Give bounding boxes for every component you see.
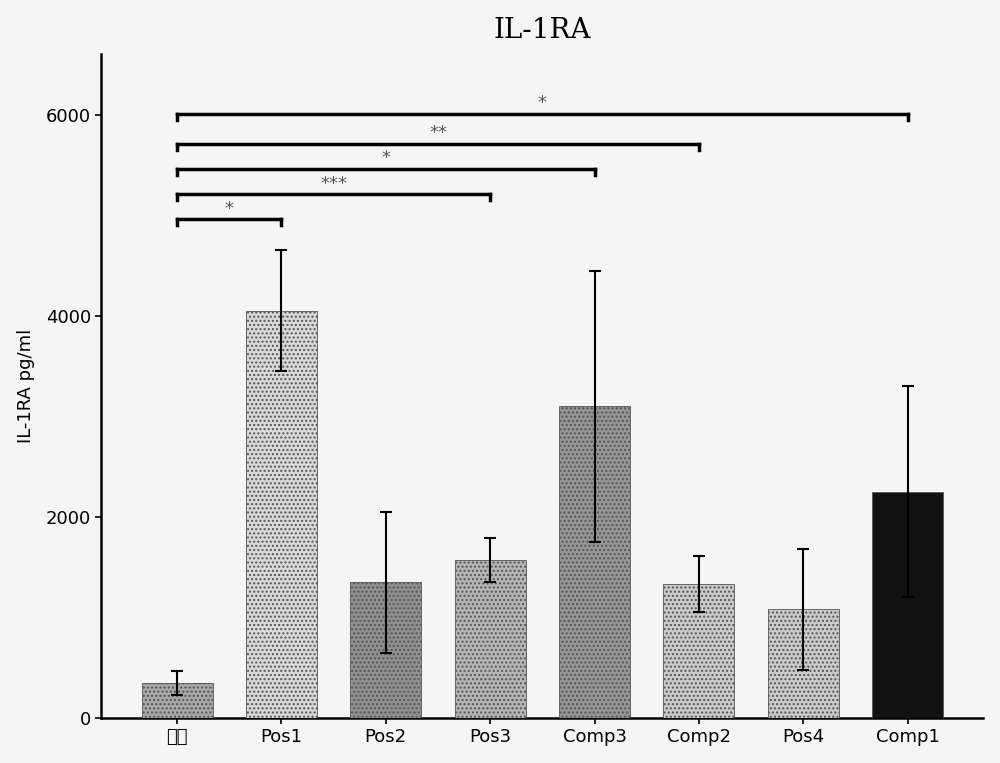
Text: *: * [381,150,390,167]
Bar [872,491,943,718]
Bar [246,311,317,718]
Text: *: * [538,94,547,112]
Text: ***: *** [320,175,347,192]
Text: *: * [225,200,234,217]
Bar [663,584,734,718]
Bar [768,610,839,718]
Title: IL-1RA: IL-1RA [494,17,591,43]
Bar [350,582,421,718]
Bar [559,406,630,718]
Y-axis label: IL-1RA pg/ml: IL-1RA pg/ml [17,329,35,443]
Bar [142,683,213,718]
Bar [455,560,526,718]
Text: **: ** [429,124,447,143]
